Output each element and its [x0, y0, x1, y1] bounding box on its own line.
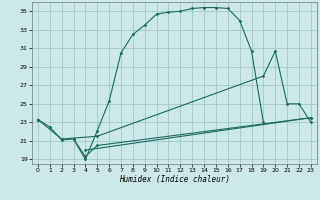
X-axis label: Humidex (Indice chaleur): Humidex (Indice chaleur) — [119, 175, 230, 184]
